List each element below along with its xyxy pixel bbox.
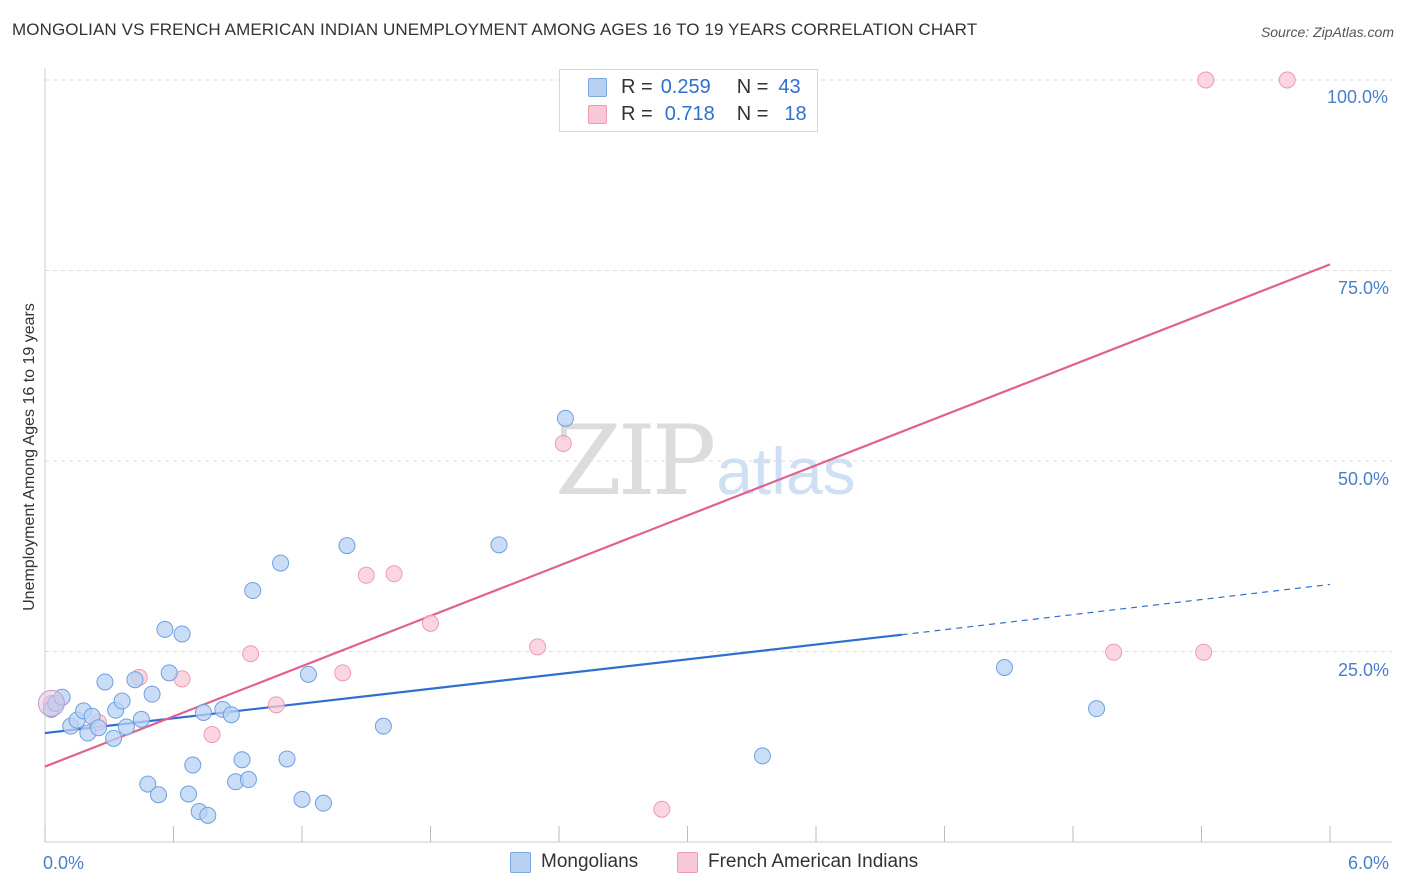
legend-swatch-french [588,104,607,124]
point-mongolians-12 [113,692,131,710]
point-mongolians-42 [753,747,771,765]
legend-n-value: 43 [778,75,801,98]
legend-swatch-mongolians [510,851,531,873]
trend-layer [44,263,1331,768]
chart-title: MONGOLIAN VS FRENCH AMERICAN INDIAN UNEM… [12,20,978,39]
correlation-legend: R = 0.259 N = 43 R = 0.718 N = 18 [559,69,818,132]
y-tick-label-75: 75.0% [1338,278,1390,298]
point-french-8 [357,566,375,584]
point-mongolians-34 [278,750,296,768]
point-mongolians-25 [194,703,212,721]
trend-line-mongolians [44,633,902,735]
point-mongolians-8 [90,719,108,737]
y-tick-label-50: 50.0% [1338,469,1390,489]
legend-r-label: R = [621,102,653,125]
point-mongolians-30 [233,751,251,769]
axis-layer [44,68,1392,843]
point-mongolians-33 [272,554,290,572]
point-french-11 [529,638,547,656]
point-french-16 [1197,71,1215,89]
trend-line-mongolians-extension [901,583,1331,636]
source-credit: Source: ZipAtlas.com [1260,24,1394,40]
point-cluster-origin [37,689,65,717]
trend-line-french [44,263,1331,768]
y-tick-label-100: 100.0% [1327,87,1389,107]
point-mongolians-19 [156,620,174,638]
point-mongolians-32 [244,582,262,600]
series-legend: Mongolians French American Indians [0,851,1406,877]
legend-label-french: French American Indians [708,851,919,872]
point-mongolians-17 [143,685,161,703]
point-mongolians-10 [105,729,123,747]
point-french-14 [1105,643,1123,661]
point-mongolians-41 [556,409,574,427]
point-french-4 [203,726,221,744]
point-french-9 [385,565,403,583]
legend-item-french[interactable]: French American Indians [677,851,918,873]
point-french-15 [1195,643,1213,661]
point-mongolians-35 [293,790,311,808]
legend-row-mongolians: R = 0.259 N = 43 [560,74,801,100]
point-mongolians-40 [490,536,508,554]
legend-r-label: R = [621,75,653,98]
point-mongolians-13 [117,718,135,736]
point-mongolians-23 [184,756,202,774]
point-mongolians-18 [150,786,168,804]
point-mongolians-20 [160,664,178,682]
points-layer [37,71,1296,824]
point-mongolians-43 [995,659,1013,677]
point-mongolians-36 [299,665,317,683]
point-french-10 [422,614,439,632]
legend-r-value: 0.259 [660,75,711,98]
point-mongolians-44 [1088,700,1106,718]
point-mongolians-14 [126,671,144,689]
point-french-5 [242,645,260,663]
point-french-7 [334,664,352,682]
point-mongolians-26 [199,806,217,824]
point-french-13 [653,800,671,818]
point-mongolians-22 [179,785,197,803]
legend-swatch-french [677,851,698,873]
legend-swatch-mongolians [588,77,607,97]
legend-n-value: 18 [784,102,807,125]
point-french-17 [1278,71,1296,89]
x-tick-label-min: 0.0% [43,853,85,873]
y-tick-label-25: 25.0% [1338,660,1390,680]
point-mongolians-31 [239,771,257,789]
point-french-6 [267,696,285,714]
point-mongolians-28 [222,706,240,724]
legend-n-label: N = [736,102,769,125]
point-mongolians-38 [338,537,356,555]
y-axis-label: Unemployment Among Ages 16 to 19 years [21,303,38,611]
point-mongolians-16 [139,775,157,793]
point-mongolians-21 [173,625,191,643]
legend-item-mongolians[interactable]: Mongolians [510,851,638,873]
x-tick-label-max: 6.0% [1348,853,1390,873]
point-mongolians-9 [96,673,114,691]
legend-label-mongolians: Mongolians [541,851,639,872]
point-mongolians-15 [132,710,150,728]
point-mongolians-37 [314,794,332,812]
point-french-12 [554,434,572,452]
legend-n-label: N = [736,75,769,98]
legend-row-french: R = 0.718 N = 18 [560,101,807,127]
point-mongolians-39 [374,717,392,735]
legend-r-value: 0.718 [664,102,715,125]
grid-layer [45,79,1392,652]
